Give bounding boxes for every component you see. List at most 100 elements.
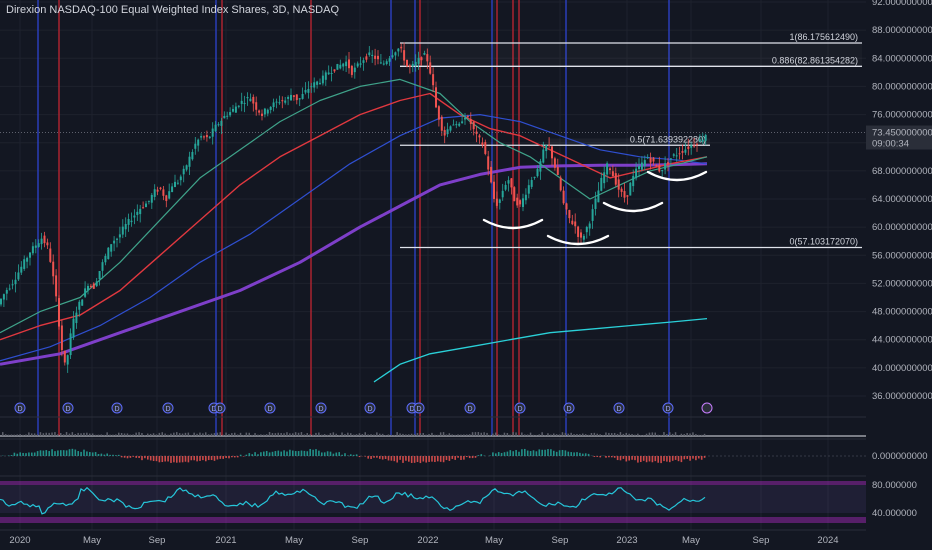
candle-body: [704, 134, 707, 141]
volume-bar: [405, 434, 407, 436]
volume-bar: [413, 434, 416, 436]
volume-bar: [477, 432, 480, 436]
macd-bar: [341, 454, 343, 456]
macd-bar: [103, 454, 106, 456]
pattern-arc: [546, 234, 610, 246]
macd-bar: [33, 452, 36, 456]
candle-body: [533, 176, 536, 178]
macd-bar: [497, 452, 500, 456]
candle-body: [669, 158, 672, 160]
volume-bar: [425, 434, 427, 436]
macd-bar: [115, 455, 117, 456]
macd-bar: [239, 454, 242, 456]
candle-body: [234, 106, 237, 113]
volume-bar: [616, 433, 619, 436]
macd-bar: [297, 451, 300, 456]
fib-label: 0(57.103172070): [789, 237, 858, 247]
macd-bar: [42, 450, 45, 456]
macd-bar: [74, 449, 77, 456]
volume-bar: [271, 433, 274, 436]
candle-body: [182, 168, 185, 175]
macd-bar: [25, 453, 27, 456]
volume-bar: [489, 434, 491, 436]
price-tick-label: 64.000000000: [872, 194, 932, 205]
macd-bar: [123, 456, 126, 458]
macd-bar: [245, 454, 248, 456]
candle-body: [84, 288, 87, 297]
macd-bar: [231, 456, 233, 458]
vertical-markers: [37, 0, 670, 436]
candle-body: [176, 182, 179, 184]
candle-body: [626, 195, 629, 197]
volume-bar: [663, 432, 665, 436]
volume-bar: [205, 432, 207, 436]
candle-body: [464, 117, 466, 120]
volume-bar: [547, 433, 549, 436]
candle-body: [397, 48, 400, 52]
candle-body: [339, 64, 342, 69]
macd-bar: [457, 456, 459, 458]
candle-body: [672, 154, 675, 156]
volume-bar: [445, 434, 448, 436]
candle-body: [295, 94, 298, 101]
candle-body: [481, 142, 484, 145]
macd-bar: [141, 456, 143, 461]
macd-bar: [448, 456, 451, 461]
dividend-letter: D: [517, 406, 522, 413]
volume-bar: [700, 434, 703, 436]
macd-bar: [671, 456, 674, 461]
time-axis[interactable]: 2020 May Sep 2021 May Sep 2022 May Sep 2023 May Sep…: [9, 535, 838, 546]
pattern-arc: [602, 201, 664, 213]
candle-body: [223, 115, 226, 119]
candle-body: [440, 116, 443, 131]
volume-bar: [466, 434, 468, 436]
time-tick-label: 2022: [417, 535, 438, 546]
macd-bar: [149, 456, 152, 461]
price-axis[interactable]: 92.000000000 88.000000000 84.000000000 80.0…: [866, 0, 932, 550]
volume-bar: [605, 432, 607, 436]
volume-bar: [86, 432, 88, 436]
candle-body: [66, 355, 69, 365]
candle-body: [582, 235, 585, 240]
pattern-arc: [646, 170, 708, 182]
price-tick-label: 80.000000000: [872, 81, 932, 92]
macd-bar: [599, 456, 601, 458]
volume-bar: [173, 432, 175, 436]
volume-bar: [71, 432, 74, 436]
macd-bar: [306, 451, 309, 456]
candle-body: [156, 189, 159, 192]
volume-bar: [335, 433, 337, 436]
macd-bar: [628, 456, 630, 461]
dividend-letter: D: [467, 406, 472, 413]
macd-bar: [390, 456, 393, 461]
dividend-letter: D: [217, 406, 222, 413]
volume-bar: [506, 433, 509, 436]
candle-body: [153, 189, 156, 197]
volume-bar: [471, 432, 474, 436]
volume-bar: [599, 434, 601, 436]
candle-body: [98, 271, 101, 280]
macd-bar: [283, 450, 285, 456]
macd-bar: [187, 456, 190, 463]
macd-bar: [147, 456, 149, 460]
macd-bar: [553, 450, 555, 456]
candle-body: [638, 165, 640, 170]
candle-body: [232, 108, 234, 112]
candle-body: [89, 285, 92, 287]
candle-body: [478, 135, 481, 138]
price-tick-label: 76.000000000: [872, 110, 932, 121]
volume-bar: [703, 433, 706, 436]
volume-bar: [42, 433, 45, 436]
candle-body: [377, 55, 379, 60]
candle-body: [179, 176, 182, 181]
candle-body: [527, 185, 530, 194]
time-tick-label: May: [682, 535, 700, 546]
volume-bar: [239, 432, 242, 436]
candle-body: [290, 94, 292, 101]
macd-bar: [260, 452, 262, 456]
volume-bar: [242, 434, 245, 436]
candle-body: [664, 163, 667, 170]
candle-body: [14, 279, 17, 285]
